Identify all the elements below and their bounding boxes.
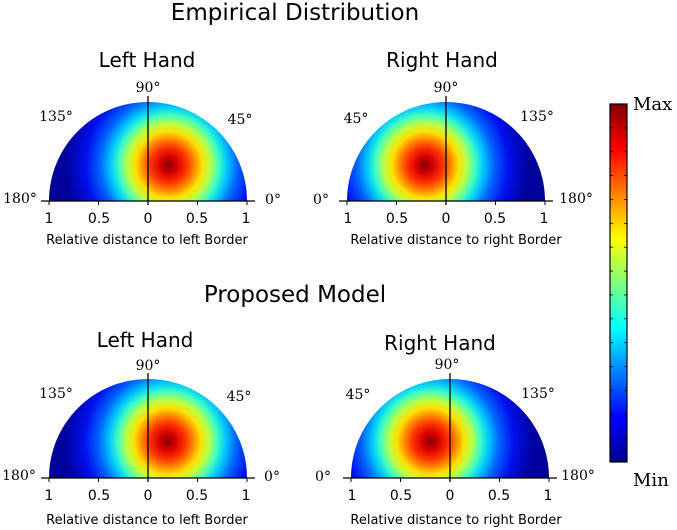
angle-label-90: 90° <box>434 80 459 96</box>
tick-label-1: 1 <box>242 211 251 227</box>
x-axis-label: Relative distance to right Border <box>350 513 562 528</box>
panel-empirical-right: Right Hand 90° 45° 135° 0° 180° 1 0.5 0 … <box>313 48 593 248</box>
colorbar-min-label: Min <box>633 470 669 491</box>
angle-label-180: 180° <box>2 468 36 484</box>
panel-title: Right Hand <box>384 331 496 355</box>
tick-label-0: 0 <box>144 211 153 227</box>
tick-marks <box>48 201 248 205</box>
panel-model-right: Right Hand 90° 45° 135° 0° 180° 1 0.5 0 … <box>315 331 595 528</box>
tick-label-0.5: 0.5 <box>484 211 506 227</box>
panel-title: Right Hand <box>386 48 498 72</box>
tick-label-0.5: 0.5 <box>186 488 208 504</box>
angle-label-0: 0° <box>265 192 281 208</box>
tick-label-0: 0 <box>144 488 153 504</box>
section-title-empirical: Empirical Distribution <box>171 0 419 26</box>
tick-label-1: 1 <box>242 488 251 504</box>
angle-label-90: 90° <box>136 80 161 96</box>
angle-label-180: 180° <box>3 191 37 207</box>
x-axis-label: Relative distance to left Border <box>46 513 248 528</box>
angle-label-135: 135° <box>39 109 73 125</box>
tick-label-1: 1 <box>540 211 549 227</box>
tick-label-0.5: 0.5 <box>186 211 208 227</box>
angle-label-90: 90° <box>435 357 460 373</box>
angle-label-135: 135° <box>521 386 555 402</box>
tick-label-0.5: 0.5 <box>386 211 408 227</box>
panel-empirical-left: Left Hand 90° 135° 45° 180° 0° 1 0.5 0 0… <box>3 48 281 248</box>
angle-label-45: 45° <box>344 111 369 127</box>
panel-title: Left Hand <box>97 328 194 352</box>
tick-marks <box>346 201 546 205</box>
angle-label-180: 180° <box>561 468 595 484</box>
tick-label-1: 1 <box>344 211 353 227</box>
tick-label-0: 0 <box>442 211 451 227</box>
angle-label-90: 90° <box>136 358 161 374</box>
angle-label-180: 180° <box>559 191 593 207</box>
angle-label-0: 0° <box>313 192 329 208</box>
tick-label-0: 0 <box>446 488 455 504</box>
angle-label-45: 45° <box>227 389 252 405</box>
x-axis-label: Relative distance to right Border <box>350 233 562 248</box>
tick-label-1: 1 <box>45 211 54 227</box>
angle-label-135: 135° <box>520 109 554 125</box>
angle-label-135: 135° <box>39 386 73 402</box>
colorbar-gradient <box>609 103 628 463</box>
panel-title: Left Hand <box>99 48 196 72</box>
angle-label-45: 45° <box>228 112 253 128</box>
tick-label-1: 1 <box>45 488 54 504</box>
tick-label-0.5: 0.5 <box>88 488 110 504</box>
angle-label-0: 0° <box>315 469 331 485</box>
angle-label-45: 45° <box>346 387 371 403</box>
tick-label-0.5: 0.5 <box>88 211 110 227</box>
colorbar-max-label: Max <box>633 94 672 115</box>
section-title-model: Proposed Model <box>204 282 386 308</box>
tick-label-1: 1 <box>544 488 553 504</box>
angle-label-0: 0° <box>264 469 280 485</box>
tick-label-0.5: 0.5 <box>390 488 412 504</box>
colorbar-ticks <box>610 127 627 439</box>
x-axis-label: Relative distance to left Border <box>46 233 248 248</box>
tick-marks <box>350 478 550 482</box>
colorbar: Max Min <box>609 94 672 491</box>
tick-marks <box>48 478 248 482</box>
tick-label-1: 1 <box>348 488 357 504</box>
panel-model-left: Left Hand 90° 135° 45° 180° 0° 1 0.5 0 0… <box>2 328 280 528</box>
tick-label-0.5: 0.5 <box>488 488 510 504</box>
